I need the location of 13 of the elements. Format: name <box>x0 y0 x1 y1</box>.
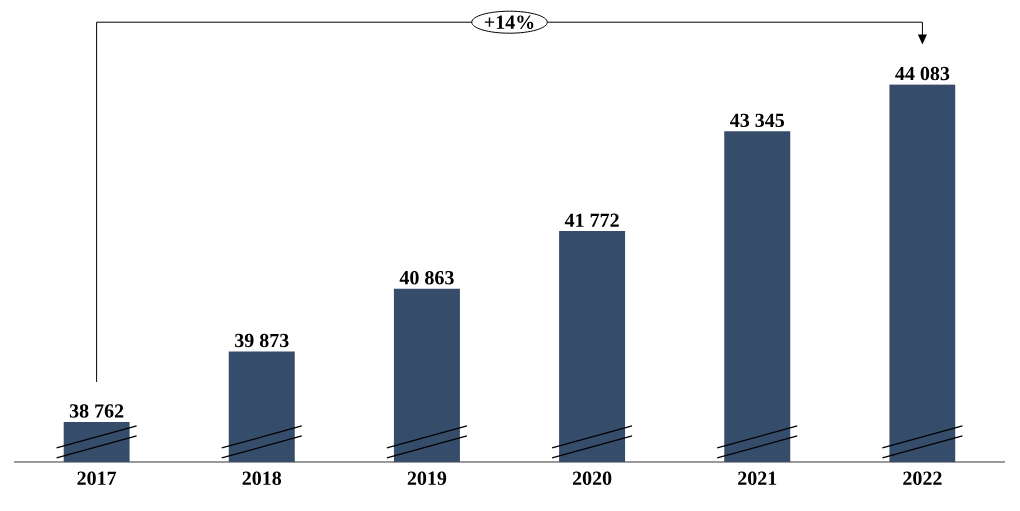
annotation: +14% <box>484 15 534 29</box>
data-label: 38 762 <box>69 404 124 418</box>
x-tick-label: 2017 <box>77 471 117 486</box>
data-label: 41 772 <box>564 213 619 227</box>
x-tick-label: 2020 <box>572 471 612 486</box>
data-label: 40 863 <box>399 270 454 285</box>
x-tick-label: 2021 <box>738 471 777 486</box>
x-tick-label: 2018 <box>242 471 282 486</box>
data-label: 44 083 <box>895 66 950 81</box>
data-label: 39 873 <box>235 333 289 348</box>
x-tick-label: 2022 <box>903 471 942 486</box>
x-tick-label: 2019 <box>407 471 447 486</box>
data-label: 43 345 <box>730 113 785 128</box>
